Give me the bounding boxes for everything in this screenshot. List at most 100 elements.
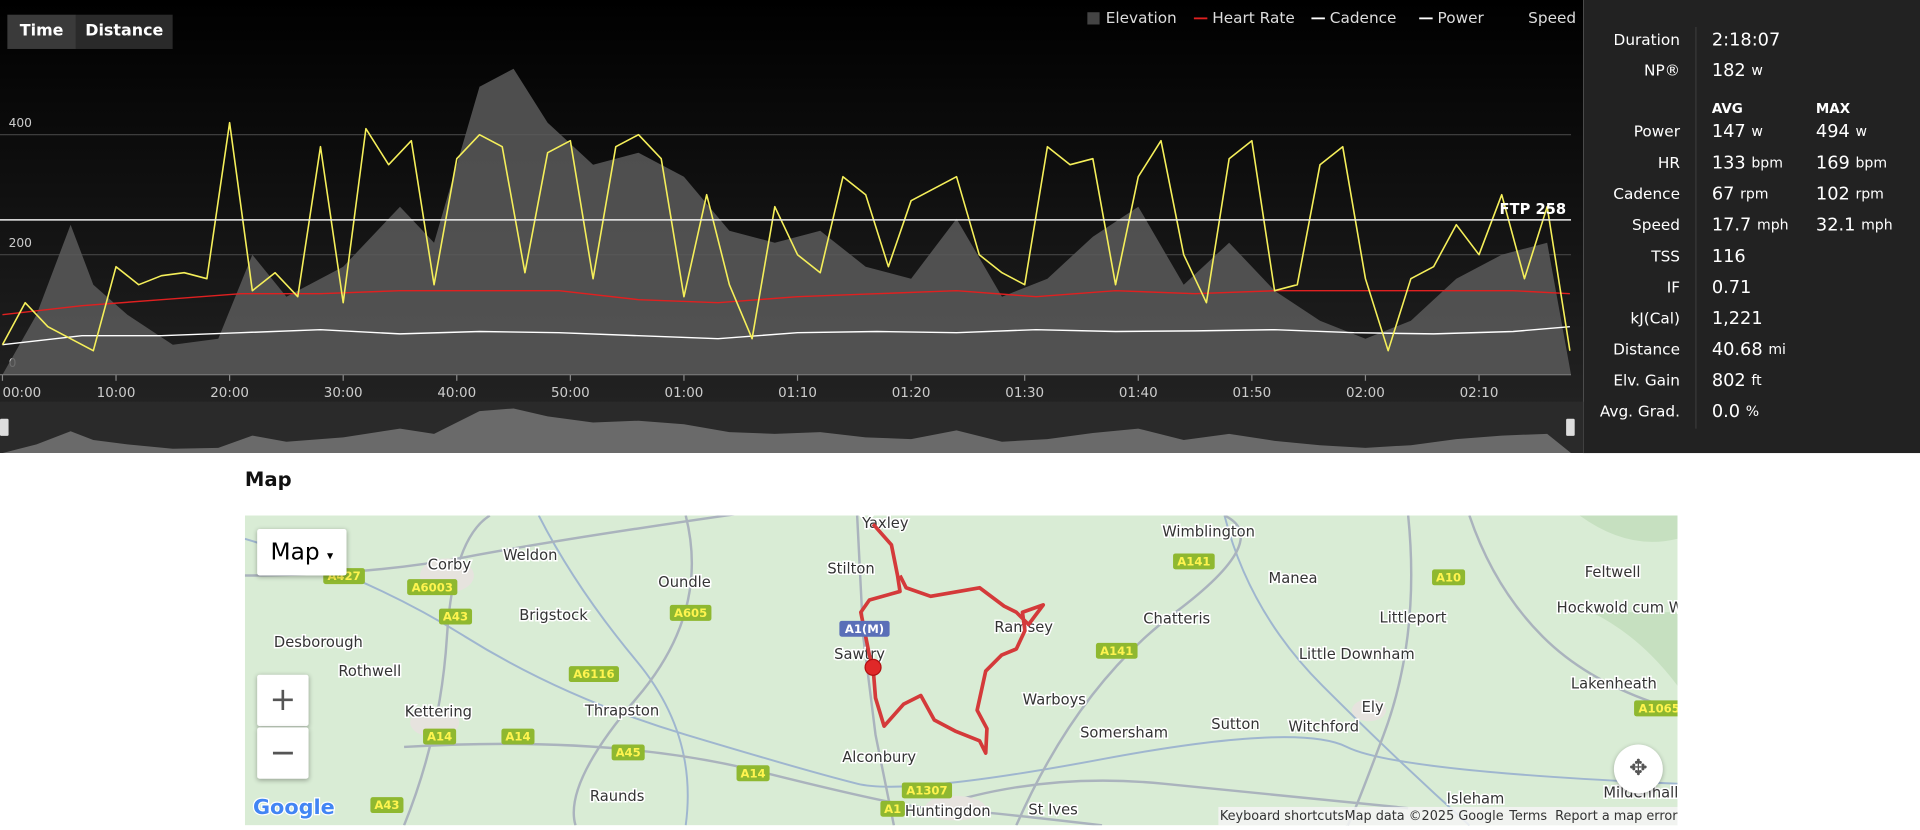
legend-label: Cadence xyxy=(1330,9,1397,27)
place-label: Warboys xyxy=(1023,691,1086,708)
road-badge xyxy=(423,728,457,745)
series-line xyxy=(2,325,1570,346)
range-handle xyxy=(0,418,9,436)
road-badge xyxy=(669,604,712,621)
unit: w xyxy=(1855,124,1867,140)
road-label: A45 xyxy=(616,746,641,760)
road-label: A43 xyxy=(374,798,399,812)
road-label: A43 xyxy=(443,610,468,624)
place-label: Chatteris xyxy=(1143,611,1210,628)
stat-label: Duration xyxy=(1614,31,1680,49)
value: 102 xyxy=(1816,184,1850,204)
map-logo: Google xyxy=(253,795,335,819)
forest xyxy=(1579,515,1678,686)
place-label: Witchford xyxy=(1288,718,1359,735)
value: 0.0 xyxy=(1712,402,1740,422)
chart: 020040000:0010:0020:0030:0040:0050:0001:… xyxy=(0,0,1584,454)
rivers xyxy=(244,515,1678,826)
place-label: Hockwold cum Wilton xyxy=(1557,600,1678,617)
overview-elevation xyxy=(2,408,1572,454)
start-pin xyxy=(864,658,882,676)
road-badge xyxy=(1173,553,1215,570)
stat-value: 17.7 mph xyxy=(1712,216,1789,236)
place-label: Little Downham xyxy=(1299,646,1415,663)
stat-value: 147 w xyxy=(1712,122,1763,142)
route xyxy=(858,522,1046,755)
x-tick-label: 01:10 xyxy=(778,386,817,401)
value: 1,221 xyxy=(1712,309,1763,329)
road-badge xyxy=(880,800,905,817)
place-label: St Ives xyxy=(1028,802,1077,819)
road-label: A14 xyxy=(505,730,530,744)
x-tick-label: 01:00 xyxy=(665,386,704,401)
column-header: MAX xyxy=(1816,102,1851,117)
stat-value: 116 xyxy=(1712,247,1746,267)
place-label: Rothwell xyxy=(338,663,401,680)
road-badge xyxy=(901,782,953,799)
range-handle xyxy=(1566,418,1575,436)
zoom-in[interactable]: + xyxy=(257,674,309,727)
y-tick-label: 400 xyxy=(9,116,32,130)
map-type-label: Map xyxy=(270,538,320,566)
road-badge xyxy=(438,608,473,625)
tab-distance[interactable]: Distance xyxy=(75,14,173,49)
road-badge xyxy=(736,765,770,782)
chart-background xyxy=(0,0,1584,454)
x-tick-label: 02:00 xyxy=(1346,386,1385,401)
road-badge xyxy=(370,797,404,814)
place-label: Manea xyxy=(1269,570,1318,587)
x-tick-label: 50:00 xyxy=(551,386,590,401)
stat-label: NP® xyxy=(1644,62,1680,80)
stat-value: 67 rpm xyxy=(1712,184,1769,204)
place-label: Ely xyxy=(1362,699,1384,716)
value: 494 xyxy=(1816,122,1850,142)
place-label: Alconbury xyxy=(842,749,916,766)
series-line xyxy=(1,121,1571,352)
x-tick-label: 01:40 xyxy=(1119,386,1158,401)
place-label: Littleport xyxy=(1380,609,1447,626)
map-title: Map xyxy=(244,467,292,492)
column-header: AVG xyxy=(1712,102,1743,117)
tab-time[interactable]: Time xyxy=(7,14,76,49)
stat-label: Cadence xyxy=(1613,185,1680,203)
legend-marker xyxy=(1087,12,1100,25)
map-type-button[interactable]: Map ▾ xyxy=(257,528,347,576)
place-label: Lakenheath xyxy=(1571,675,1657,692)
elevation-area xyxy=(2,68,1572,375)
road-badge xyxy=(611,744,645,761)
road-label: A1(M) xyxy=(845,622,884,636)
road-badge xyxy=(501,728,535,745)
x-tick-label: 01:30 xyxy=(1005,386,1044,401)
x-tick-label: 01:50 xyxy=(1232,386,1271,401)
stat-value: 40.68 mi xyxy=(1712,340,1786,360)
map-footer-link: Map data ©2025 Google xyxy=(1345,809,1504,824)
stat-label: IF xyxy=(1667,279,1680,297)
place-label: Wimblington xyxy=(1162,524,1255,541)
map-background xyxy=(244,515,1678,826)
zoom-out[interactable]: − xyxy=(257,727,309,779)
x-tick-label: 00:00 xyxy=(2,386,41,401)
unit: bpm xyxy=(1855,155,1887,171)
legend-label: Elevation xyxy=(1106,9,1177,27)
road-label: A6116 xyxy=(573,667,614,681)
legend-label: Speed xyxy=(1528,9,1576,27)
unit: w xyxy=(1751,124,1763,140)
map-footer-link: Report a map error xyxy=(1555,809,1677,824)
stat-value: 802 ft xyxy=(1712,371,1762,391)
road-badge xyxy=(1634,700,1678,717)
road-label: A605 xyxy=(674,606,707,620)
road-label: A14 xyxy=(740,766,765,780)
map[interactable]: Yaxley Wimblington Corby Weldon Stilton Manea… xyxy=(244,515,1678,826)
legend-label: Power xyxy=(1438,9,1485,27)
road-label: A6003 xyxy=(412,580,453,594)
place-label: Yaxley xyxy=(861,516,909,533)
unit: rpm xyxy=(1855,186,1883,202)
value: 182 xyxy=(1712,61,1746,81)
unit: bpm xyxy=(1751,155,1783,171)
value: 67 xyxy=(1712,184,1735,204)
stat-value: 494 w xyxy=(1816,122,1867,142)
place-label: Huntingdon xyxy=(905,803,991,820)
value: 17.7 xyxy=(1712,216,1752,236)
fullscreen-button[interactable]: ✥ xyxy=(1613,744,1663,794)
